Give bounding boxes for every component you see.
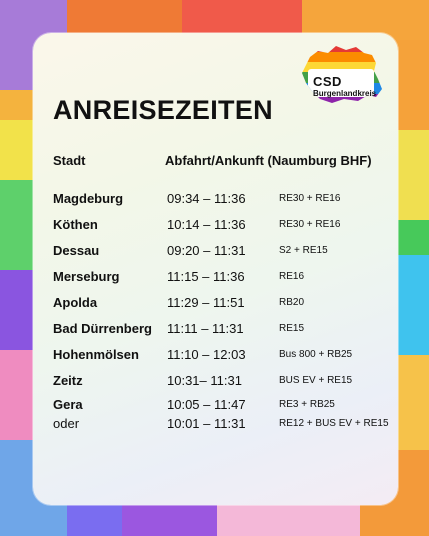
train-connection: Bus 800 + RB25 bbox=[279, 349, 353, 360]
train-connection: RE30 + RE16 bbox=[279, 219, 341, 230]
train-connection: RE30 + RE16 bbox=[279, 193, 341, 204]
city-name: Gera bbox=[53, 397, 83, 412]
city-name: Dessau bbox=[53, 243, 100, 258]
departure-arrival-time: 11:29 – 11:51 bbox=[167, 295, 245, 310]
table-row: Apolda 11:29 – 11:51 RB20 bbox=[33, 295, 398, 317]
city-name: Hohenmölsen bbox=[53, 347, 139, 362]
departure-arrival-time: 11:11 – 11:31 bbox=[167, 321, 244, 336]
alternative-connection: RE12 + BUS EV + RE15 bbox=[279, 418, 389, 429]
table-row: Magdeburg 09:34 – 11:36 RE30 + RE16 bbox=[33, 191, 398, 213]
info-card: CSD Burgenlandkreis ANREISEZEITEN Stadt … bbox=[33, 33, 398, 505]
departure-arrival-time: 10:14 – 11:36 bbox=[167, 217, 246, 232]
train-connection: RE3 + RB25 bbox=[279, 399, 335, 410]
train-connection: RE15 bbox=[279, 323, 305, 334]
departure-arrival-time: 10:05 – 11:47 bbox=[167, 397, 246, 412]
table-row: Zeitz 10:31– 11:31 BUS EV + RE15 bbox=[33, 373, 398, 395]
departure-arrival-time: 11:15 – 11:36 bbox=[167, 269, 245, 284]
table-row: Dessau 09:20 – 11:31 S2 + RE15 bbox=[33, 243, 398, 265]
train-connection: RE16 bbox=[279, 271, 305, 282]
csd-logo: CSD Burgenlandkreis bbox=[298, 41, 388, 107]
departure-arrival-time: 11:10 – 12:03 bbox=[167, 347, 246, 362]
train-connection: RB20 bbox=[279, 297, 305, 308]
table-row: Hohenmölsen 11:10 – 12:03 Bus 800 + RB25 bbox=[33, 347, 398, 369]
city-name: Bad Dürrenberg bbox=[53, 321, 152, 336]
city-name: Magdeburg bbox=[53, 191, 124, 206]
departure-arrival-time: 09:20 – 11:31 bbox=[167, 243, 246, 258]
alternative-time: 10:01 – 11:31 bbox=[167, 416, 246, 431]
city-name: Köthen bbox=[53, 217, 98, 232]
train-connection: BUS EV + RE15 bbox=[279, 375, 353, 386]
page-title: ANREISEZEITEN bbox=[53, 95, 273, 125]
city-name: Apolda bbox=[53, 295, 98, 310]
train-connection: S2 + RE15 bbox=[279, 245, 328, 256]
table-row: Köthen 10:14 – 11:36 RE30 + RE16 bbox=[33, 217, 398, 239]
city-name: Zeitz bbox=[53, 373, 83, 388]
logo-subtitle: Burgenlandkreis bbox=[313, 89, 377, 98]
departure-arrival-time: 10:31– 11:31 bbox=[167, 373, 242, 388]
alternative-row: oder 10:01 – 11:31 RE12 + BUS EV + RE15 bbox=[33, 416, 398, 438]
column-header-times: Abfahrt/Ankunft (Naumburg BHF) bbox=[165, 153, 372, 168]
departure-arrival-time: 09:34 – 11:36 bbox=[167, 191, 246, 206]
alternative-label: oder bbox=[53, 416, 80, 431]
table-row: Gera 10:05 – 11:47 RE3 + RB25 bbox=[33, 397, 398, 419]
logo-text: CSD bbox=[313, 74, 342, 89]
rainbow-map-icon bbox=[302, 46, 382, 103]
table-row: Bad Dürrenberg 11:11 – 11:31 RE15 bbox=[33, 321, 398, 343]
column-header-city: Stadt bbox=[53, 153, 86, 168]
city-name: Merseburg bbox=[53, 269, 120, 284]
table-row: Merseburg 11:15 – 11:36 RE16 bbox=[33, 269, 398, 291]
